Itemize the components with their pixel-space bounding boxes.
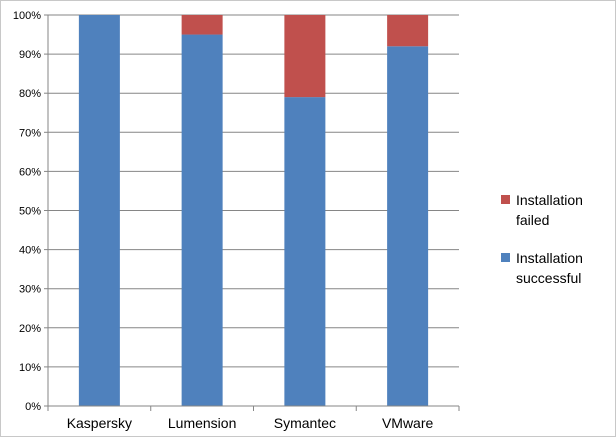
y-tick-label: 100%	[13, 10, 41, 22]
x-tick-label: Kaspersky	[67, 415, 132, 431]
bar-failed	[387, 15, 429, 47]
x-tick-label: Symantec	[274, 415, 336, 431]
x-tick-label: VMware	[382, 415, 434, 431]
y-tick-label: 70%	[19, 127, 41, 139]
legend-swatch	[501, 253, 510, 262]
y-axis-ticks: 0% 10% 20% 30% 40% 50% 60% 70% 80% 90% 100%	[13, 10, 48, 413]
bar-successful	[387, 46, 429, 406]
legend: Installation failed Installation successful	[501, 192, 583, 286]
y-tick-label: 10%	[19, 362, 41, 374]
y-tick-label: 30%	[19, 284, 41, 296]
y-tick-label: 0%	[25, 401, 41, 413]
x-tick-label: Lumension	[168, 415, 237, 431]
y-tick-label: 60%	[19, 166, 41, 178]
bar-successful	[78, 15, 120, 406]
bar-successful	[284, 97, 326, 407]
legend-label: successful	[516, 270, 581, 286]
bars	[78, 15, 429, 407]
y-tick-label: 20%	[19, 323, 41, 335]
x-axis-ticks: Kaspersky Lumension Symantec VMware	[47, 406, 460, 431]
legend-label: Installation	[516, 250, 583, 266]
y-tick-label: 50%	[19, 206, 41, 218]
legend-label: Installation	[516, 192, 583, 208]
bar-successful	[181, 34, 223, 407]
y-tick-label: 40%	[19, 245, 41, 257]
bar-failed	[181, 15, 223, 35]
legend-label: failed	[516, 212, 549, 228]
y-tick-label: 80%	[19, 88, 41, 100]
y-tick-label: 90%	[19, 49, 41, 61]
bar-failed	[284, 15, 326, 98]
legend-swatch	[501, 195, 510, 204]
